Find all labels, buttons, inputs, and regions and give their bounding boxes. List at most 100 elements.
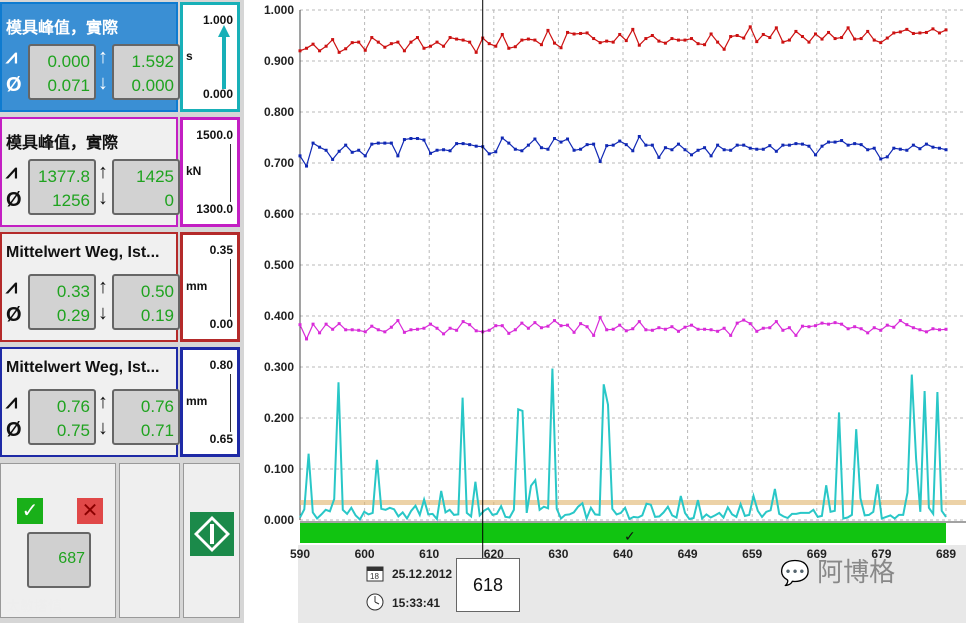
magenta-series-point <box>729 333 733 337</box>
red-series-point <box>748 25 752 29</box>
blue-series-point <box>794 142 798 146</box>
red-series-point <box>683 38 687 42</box>
blue-series-point <box>533 137 537 141</box>
blue-series-point <box>337 149 341 153</box>
x-tick-label: 679 <box>871 547 891 560</box>
panel-1-unit: s <box>186 49 193 63</box>
ok-status-indicator[interactable]: ✓ <box>17 498 43 524</box>
panel-3-values[interactable]: Mittelwert Weg, Ist... ⩘ Ø 0.33 0.29 ↑ ↓… <box>0 232 180 342</box>
magenta-series-point <box>937 328 941 332</box>
magenta-series-point <box>840 322 844 326</box>
magenta-series-point <box>716 329 720 333</box>
x-tick-label: 620 <box>484 547 504 560</box>
panel-4-values[interactable]: Mittelwert Weg, Ist... ⩘ Ø 0.76 0.75 ↑ ↓… <box>0 347 180 457</box>
blank-button[interactable] <box>119 463 180 618</box>
red-series-point <box>866 29 870 33</box>
blue-series-point <box>885 155 889 159</box>
red-series-point <box>533 38 537 42</box>
red-series-point <box>415 36 419 40</box>
magenta-series-point <box>370 324 374 328</box>
x-tick-label: 640 <box>613 547 633 560</box>
magenta-series-point <box>298 323 302 327</box>
magenta-series-point <box>820 321 824 325</box>
cursor-value-box[interactable]: 618 <box>456 558 520 612</box>
red-series-point <box>429 44 433 48</box>
average-icon: Ø <box>6 189 22 211</box>
magenta-series-point <box>774 320 778 324</box>
blue-series-point <box>566 137 570 141</box>
panel-1-values[interactable]: 模具峰值，實際 ⩘ Ø 0.000 0.071 ↑ ↓ 1.592 0.000 <box>0 2 180 112</box>
blue-series-point <box>455 142 459 146</box>
blue-series-point <box>350 150 354 154</box>
y-tick-label: 0.100 <box>264 462 294 476</box>
red-series-point <box>605 39 609 43</box>
y-tick-label: 0.400 <box>264 309 294 323</box>
blue-series-point <box>800 142 804 146</box>
scale-axis-line <box>230 144 231 202</box>
red-series-point <box>690 37 694 41</box>
red-series-point <box>598 41 602 45</box>
magenta-series-point <box>559 324 563 328</box>
red-series-point <box>324 44 328 48</box>
magenta-series-point <box>455 328 459 332</box>
red-series-point <box>644 37 648 41</box>
parameter-panel-3[interactable]: Mittelwert Weg, Ist... ⩘ Ø 0.33 0.29 ↑ ↓… <box>0 232 240 342</box>
scale-axis-line <box>230 374 231 432</box>
process-chart[interactable]: 1.000 0.900 0.800 0.700 0.600 0.500 0.400 0.300… <box>244 0 966 560</box>
red-series-point <box>800 35 804 39</box>
magenta-series-point <box>879 328 883 332</box>
chat-bubble-icon: 💬 <box>780 560 810 587</box>
blue-series-point <box>618 139 622 143</box>
panel-1-scale-top: 1.000 <box>202 13 233 27</box>
blue-series-point <box>774 149 778 153</box>
red-series-point <box>813 32 817 36</box>
panel-2-scale-bottom: 1300.0 <box>196 202 233 216</box>
x-tick-label: 669 <box>807 547 827 560</box>
magenta-series-point <box>474 329 478 333</box>
blue-series-point <box>742 143 746 147</box>
blue-series-point <box>820 144 824 148</box>
blue-series-point <box>500 136 504 140</box>
magenta-series-point <box>637 320 641 324</box>
parameter-panel-2[interactable]: 模具峰值，實際 ⩘ Ø 1377.8 1256 ↑ ↓ 1425 0 1500.… <box>0 117 240 227</box>
red-series-point <box>703 43 707 47</box>
check-icon: ✓ <box>624 529 636 545</box>
magenta-series-point <box>866 331 870 335</box>
red-series-point <box>331 38 335 42</box>
magenta-series-point <box>892 325 896 329</box>
red-series-point <box>846 26 850 30</box>
magenta-series-point <box>461 320 465 324</box>
blue-series-point <box>683 148 687 152</box>
blue-series-point <box>781 143 785 147</box>
parameter-panel-4[interactable]: Mittelwert Weg, Ist... ⩘ Ø 0.76 0.75 ↑ ↓… <box>0 347 240 457</box>
blue-series-point <box>592 142 596 146</box>
blue-series-point <box>650 143 654 147</box>
magenta-series-point <box>435 326 439 330</box>
magenta-series-point <box>794 333 798 337</box>
start-button[interactable] <box>183 463 240 618</box>
parameter-panel-1[interactable]: 模具峰值，實際 ⩘ Ø 0.000 0.071 ↑ ↓ 1.592 0.000 … <box>0 2 240 112</box>
blue-series-point <box>474 144 478 148</box>
red-series-point <box>761 32 765 36</box>
red-series-point <box>370 36 374 40</box>
blue-series-point <box>298 154 302 158</box>
blue-series-point <box>696 148 700 152</box>
count-box: 687 <box>27 532 91 588</box>
blue-series-point <box>931 145 935 149</box>
cyan-series-line <box>299 368 947 522</box>
panel-4-scale-bottom: 0.65 <box>209 432 233 446</box>
magenta-series-point <box>324 322 328 326</box>
magenta-series-point <box>663 327 667 331</box>
magenta-series-point <box>318 331 322 335</box>
magenta-series-point <box>363 330 367 334</box>
red-series-point <box>494 44 498 48</box>
red-series-point <box>389 42 393 46</box>
magenta-series-point <box>696 327 700 331</box>
watermark: 太敏搭慎 <box>6 598 62 614</box>
nok-status-indicator[interactable]: ✕ <box>77 498 103 524</box>
bottom-info-bar <box>298 545 966 623</box>
magenta-series-point <box>337 322 341 326</box>
magenta-series-point <box>670 325 674 329</box>
panel-4-unit: mm <box>186 394 208 408</box>
panel-2-values[interactable]: 模具峰值，實際 ⩘ Ø 1377.8 1256 ↑ ↓ 1425 0 <box>0 117 180 227</box>
